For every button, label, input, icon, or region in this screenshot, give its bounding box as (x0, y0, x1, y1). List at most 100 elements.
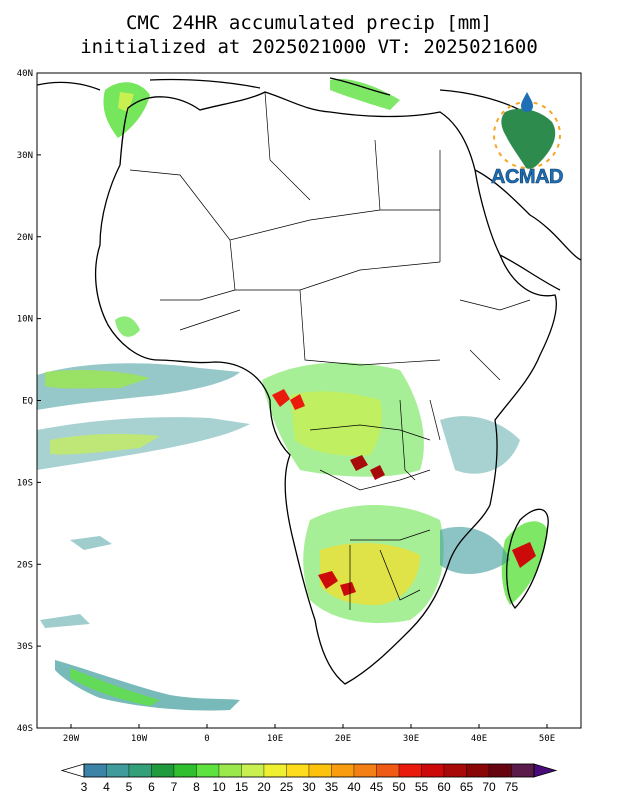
border-5 (160, 289, 241, 331)
colorbar-cell (353, 763, 377, 778)
precip-madagascar-red (512, 542, 536, 568)
colorbar-cell (308, 763, 332, 778)
colorbar-label: 20 (257, 780, 271, 794)
precip-atlantic-green (45, 370, 150, 389)
colorbar-label: 60 (437, 780, 451, 794)
colorbar-cell (376, 763, 400, 778)
colorbar-label: 8 (193, 780, 200, 794)
colorbar-cell (83, 763, 107, 778)
chart-title-line2: initialized at 2025021000 VT: 2025021600 (80, 36, 538, 58)
colorbar-label: 50 (392, 780, 406, 794)
lon-tick-label: 30E (403, 734, 419, 744)
country-borders (129, 91, 531, 610)
precip-med (330, 78, 400, 110)
lon-tick-label: 20E (335, 734, 351, 744)
lat-axis: 40N 30N 20N 10N EQ 10S 20S 30S 40S (17, 69, 41, 734)
precip-south-africa-red (318, 571, 356, 596)
colorbar-cell (421, 763, 445, 778)
europe-coast (37, 77, 521, 111)
colorbar-cell (151, 763, 175, 778)
lat-tick-label: 40N (17, 69, 33, 79)
border-4 (264, 91, 441, 262)
precip-zambia-hot (350, 455, 385, 480)
colorbar-label: 45 (370, 780, 384, 794)
africa-globe-logo (493, 92, 561, 169)
colorbar-arrow-left (60, 763, 85, 778)
lon-tick-label: 10W (131, 734, 148, 744)
logo-text: ACMAD (491, 166, 563, 188)
precip-east (440, 416, 520, 474)
colorbar-label: 75 (505, 780, 519, 794)
colorbar-label: 3 (81, 780, 88, 794)
arabia-coast (474, 169, 581, 291)
precip-blob-1 (70, 536, 112, 550)
colorbar: 3 4 5 6 7 8 10 15 20 25 30 35 40 45 50 55 60 65 70 75 (60, 763, 558, 794)
lat-tick-label: 30S (17, 642, 33, 652)
madagascar-coastline (506, 508, 549, 610)
colorbar-cell (173, 763, 197, 778)
colorbar-label: 7 (171, 780, 178, 794)
precip-moz-channel (440, 526, 510, 575)
border-1 (129, 169, 440, 241)
colorbar-cell (511, 763, 535, 778)
chart-title-line1: CMC 24HR accumulated precip [mm] (125, 12, 493, 34)
precip-morocco-core (118, 92, 134, 112)
lon-tick-label: 10E (267, 734, 283, 744)
colorbar-label: 40 (347, 780, 361, 794)
precip-layer (37, 78, 548, 711)
colorbar-cell (331, 763, 355, 778)
colorbar-cell (241, 763, 265, 778)
lon-tick-label: 50E (539, 734, 555, 744)
colorbar-cell (196, 763, 220, 778)
lat-tick-label: 30N (17, 151, 33, 161)
border-7 (349, 529, 431, 610)
colorbar-cell (488, 763, 512, 778)
colorbar-label: 35 (325, 780, 339, 794)
lat-tick-label: 20S (17, 560, 33, 570)
colorbar-cell (398, 763, 422, 778)
lat-tick-label: 20N (17, 233, 33, 243)
colorbar-cell (443, 763, 467, 778)
precip-guinea-hot (272, 389, 305, 410)
border-9 (459, 299, 531, 381)
lon-axis: 20W 10W 0 10E 20E 30E 40E 50E (63, 724, 555, 744)
acmad-logo: ACMAD (491, 92, 564, 188)
colorbar-cell (286, 763, 310, 778)
border-3 (299, 289, 441, 366)
colorbar-label: 30 (302, 780, 316, 794)
colorbar-cell (263, 763, 287, 778)
precip-west-africa (115, 316, 140, 337)
lat-tick-label: 40S (17, 724, 33, 734)
colorbar-cell (218, 763, 242, 778)
colorbar-label: 5 (126, 780, 133, 794)
colorbar-label: 70 (482, 780, 496, 794)
colorbar-border (83, 763, 535, 778)
lon-tick-label: 0 (204, 734, 209, 744)
lon-tick-label: 20W (63, 734, 80, 744)
colorbar-label: 55 (415, 780, 429, 794)
precip-blob-2 (40, 614, 90, 628)
africa-coastline (94, 91, 557, 685)
colorbar-label: 6 (148, 780, 155, 794)
border-8 (399, 399, 441, 481)
colorbar-label: 4 (103, 780, 110, 794)
lat-tick-label: EQ (22, 397, 33, 407)
lat-tick-label: 10S (17, 478, 33, 488)
precip-atlantic-green-2 (50, 433, 160, 455)
colorbar-cell (128, 763, 152, 778)
precip-congo-yellow (290, 391, 382, 456)
colorbar-label: 65 (460, 780, 474, 794)
colorbar-label: 15 (235, 780, 249, 794)
border-6 (309, 424, 431, 491)
colorbar-arrow-right (533, 763, 558, 778)
coastlines (37, 77, 581, 685)
precip-south-band-green (70, 668, 160, 706)
colorbar-cell (466, 763, 490, 778)
lon-tick-label: 40E (471, 734, 487, 744)
lat-tick-label: 10N (17, 315, 33, 325)
colorbar-label: 10 (212, 780, 226, 794)
precip-south-band (55, 660, 240, 711)
colorbar-label: 25 (280, 780, 294, 794)
colorbar-cell (106, 763, 130, 778)
